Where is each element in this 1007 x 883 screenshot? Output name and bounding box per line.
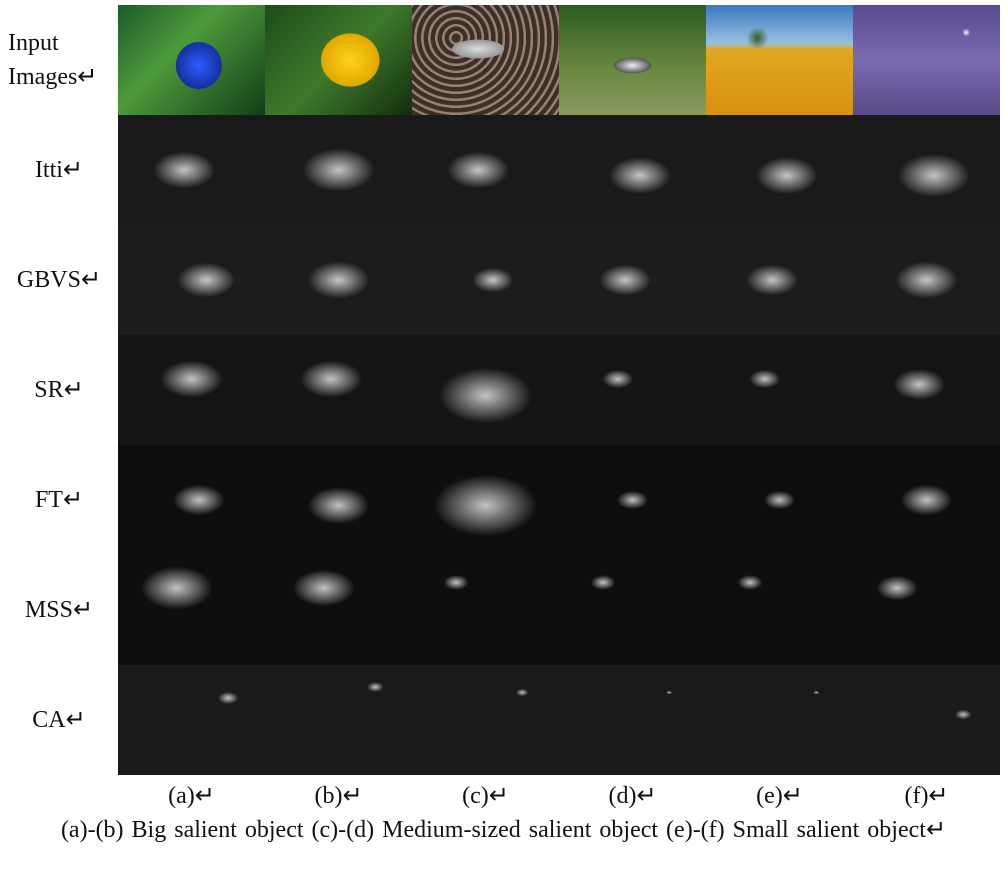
page: Input Images↵Itti↵GBVS↵SR↵FT↵MSS↵CA↵(a)↵… bbox=[0, 0, 1007, 883]
column-label: (f)↵ bbox=[853, 781, 1000, 810]
saliency-map bbox=[118, 665, 265, 775]
saliency-map bbox=[853, 335, 1000, 445]
input-image bbox=[559, 5, 706, 115]
saliency-map bbox=[412, 225, 559, 335]
row-label: Input Images↵ bbox=[0, 5, 118, 115]
saliency-map bbox=[265, 665, 412, 775]
saliency-map bbox=[706, 555, 853, 665]
saliency-map bbox=[265, 555, 412, 665]
saliency-map bbox=[853, 665, 1000, 775]
input-image bbox=[853, 5, 1000, 115]
saliency-map bbox=[118, 335, 265, 445]
saliency-map bbox=[853, 115, 1000, 225]
row-label: SR↵ bbox=[0, 335, 118, 445]
column-label: (c)↵ bbox=[412, 781, 559, 810]
column-label: (b)↵ bbox=[265, 781, 412, 810]
saliency-map bbox=[265, 225, 412, 335]
saliency-map bbox=[118, 555, 265, 665]
saliency-map bbox=[559, 445, 706, 555]
input-image bbox=[706, 5, 853, 115]
saliency-map bbox=[559, 665, 706, 775]
saliency-map bbox=[853, 555, 1000, 665]
saliency-map bbox=[412, 665, 559, 775]
input-image bbox=[265, 5, 412, 115]
saliency-map bbox=[706, 115, 853, 225]
saliency-map bbox=[118, 225, 265, 335]
saliency-map bbox=[706, 335, 853, 445]
saliency-map bbox=[265, 445, 412, 555]
saliency-map bbox=[706, 445, 853, 555]
column-label: (d)↵ bbox=[559, 781, 706, 810]
saliency-map bbox=[118, 445, 265, 555]
saliency-map bbox=[559, 555, 706, 665]
saliency-map bbox=[706, 665, 853, 775]
saliency-map bbox=[118, 115, 265, 225]
saliency-map bbox=[706, 225, 853, 335]
row-label: FT↵ bbox=[0, 445, 118, 555]
figure-caption: (a)-(b) Big salient object (c)-(d) Mediu… bbox=[0, 812, 1007, 848]
saliency-map bbox=[265, 115, 412, 225]
saliency-map bbox=[853, 445, 1000, 555]
row-label: MSS↵ bbox=[0, 555, 118, 665]
column-label: (e)↵ bbox=[706, 781, 853, 810]
saliency-map bbox=[265, 335, 412, 445]
row-label: Itti↵ bbox=[0, 115, 118, 225]
saliency-map bbox=[559, 115, 706, 225]
saliency-map bbox=[412, 445, 559, 555]
saliency-map bbox=[412, 115, 559, 225]
saliency-map bbox=[853, 225, 1000, 335]
saliency-map bbox=[412, 555, 559, 665]
saliency-map bbox=[412, 335, 559, 445]
row-label: CA↵ bbox=[0, 665, 118, 775]
column-label: (a)↵ bbox=[118, 781, 265, 810]
input-image bbox=[412, 5, 559, 115]
row-label: GBVS↵ bbox=[0, 225, 118, 335]
saliency-map bbox=[559, 225, 706, 335]
saliency-map bbox=[559, 335, 706, 445]
input-image bbox=[118, 5, 265, 115]
